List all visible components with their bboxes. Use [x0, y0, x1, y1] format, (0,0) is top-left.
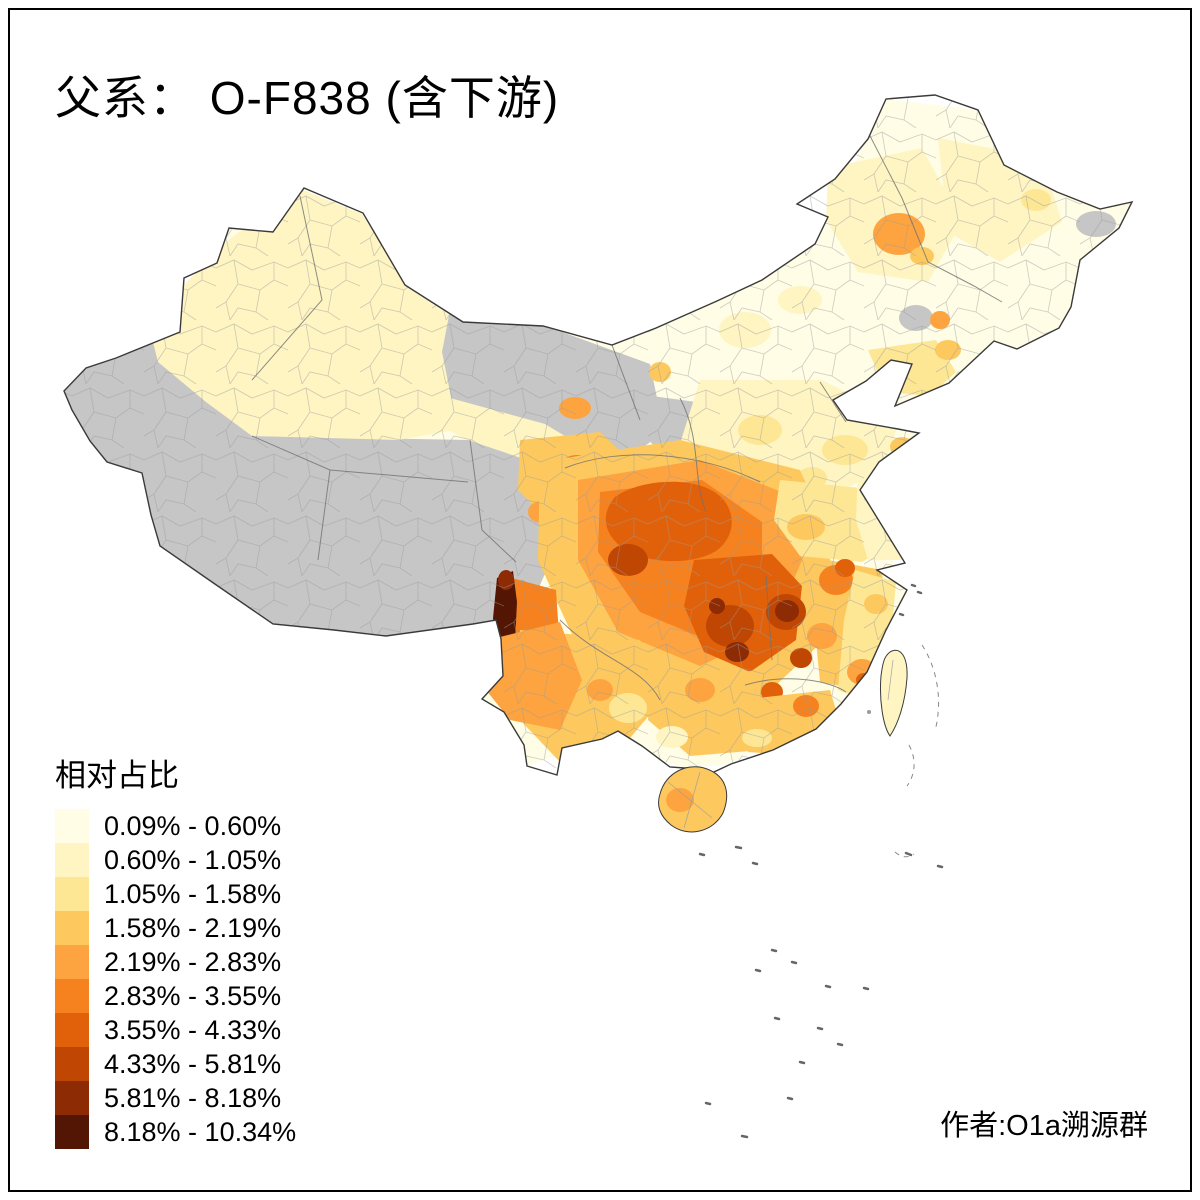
map-region	[880, 649, 908, 737]
legend-entries: 0.09% - 0.60% 0.60% - 1.05% 1.05% - 1.58…	[55, 809, 296, 1149]
legend-row: 0.09% - 0.60%	[55, 809, 296, 843]
legend-swatch	[55, 877, 89, 911]
island-inner-boundary	[667, 771, 713, 829]
legend-label: 1.58% - 2.19%	[104, 912, 282, 943]
attribution: 作者:O1a溯源群	[940, 1110, 1148, 1142]
legend-label: 8.18% - 10.34%	[104, 1116, 297, 1147]
legend-row: 1.05% - 1.58%	[55, 877, 296, 911]
legend: 相对占比 0.09% - 0.60% 0.60% - 1.05% 1.05% -…	[55, 750, 296, 1149]
hainan-island	[657, 766, 728, 833]
penghu-islet	[867, 710, 871, 714]
legend-label: 2.19% - 2.83%	[104, 946, 282, 977]
legend-swatch	[55, 1013, 89, 1047]
map-region	[666, 788, 694, 812]
legend-row: 0.60% - 1.05%	[55, 843, 296, 877]
legend-swatch	[55, 843, 89, 877]
legend-swatch	[55, 911, 89, 945]
legend-label: 0.09% - 0.60%	[104, 810, 282, 841]
island-inner-boundary	[887, 659, 894, 701]
legend-row: 1.58% - 2.19%	[55, 911, 296, 945]
legend-label: 0.60% - 1.05%	[104, 844, 282, 875]
legend-swatch	[55, 979, 89, 1013]
legend-swatch	[55, 809, 89, 843]
sea-islets	[698, 583, 944, 1139]
legend-label: 1.05% - 1.58%	[104, 878, 282, 909]
legend-row: 4.33% - 5.81%	[55, 1047, 296, 1081]
province-boundary-lines	[251, 131, 1003, 701]
legend-swatch	[55, 1047, 89, 1081]
legend-swatch	[55, 945, 89, 979]
legend-swatch	[55, 1081, 89, 1115]
legend-label: 4.33% - 5.81%	[104, 1048, 282, 1079]
legend-row: 8.18% - 10.34%	[55, 1115, 296, 1149]
map-region	[990, 120, 1026, 144]
legend-title: 相对占比	[55, 758, 179, 793]
legend-swatch	[55, 1115, 89, 1149]
legend-label: 5.81% - 8.18%	[104, 1082, 282, 1113]
taiwan-island	[867, 649, 908, 737]
figure-title: 父系： O-F838 (含下游)	[55, 72, 560, 124]
legend-label: 2.83% - 3.55%	[104, 980, 282, 1011]
legend-row: 2.19% - 2.83%	[55, 945, 296, 979]
legend-label: 3.55% - 4.33%	[104, 1014, 282, 1045]
china-border-outline	[63, 94, 1134, 801]
legend-row: 2.83% - 3.55%	[55, 979, 296, 1013]
legend-row: 3.55% - 4.33%	[55, 1013, 296, 1047]
legend-row: 5.81% - 8.18%	[55, 1081, 296, 1115]
sea-dashed-boundaries	[894, 644, 940, 858]
